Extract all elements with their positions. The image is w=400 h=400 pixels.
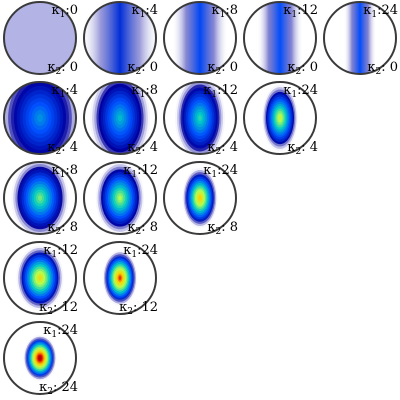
kappa1-label: κ1:8 — [211, 3, 238, 20]
panel-outline — [243, 81, 317, 155]
panel-outline — [3, 1, 77, 75]
kappa2-label: κ2: 8 — [127, 220, 158, 237]
density-fill — [182, 167, 218, 229]
density-fill — [324, 2, 396, 74]
density-panel: κ1:0 κ2: 0 — [3, 1, 78, 77]
kappa2-label: κ2: 8 — [47, 220, 78, 237]
panel-outline — [83, 161, 157, 235]
kappa2-label: κ2: 4 — [287, 140, 318, 157]
kappa2-label: κ2: 0 — [287, 60, 318, 77]
density-fill — [4, 2, 76, 74]
density-fill — [262, 84, 298, 152]
kappa2-label: κ2: 12 — [39, 300, 78, 317]
kappa2-label: κ2: 12 — [119, 300, 158, 317]
density-panel: κ1:8 κ2: 4 — [83, 81, 158, 157]
density-panel: κ1:24 κ2: 0 — [323, 1, 398, 77]
density-panel: κ1:12 κ2: 4 — [163, 81, 238, 157]
density-fill — [90, 82, 150, 154]
kappa2-label: κ2: 4 — [207, 140, 238, 157]
panel-outline — [83, 81, 157, 155]
density-fill — [102, 250, 138, 306]
panel-outline — [243, 1, 317, 75]
kappa1-label: κ1:8 — [51, 163, 78, 180]
density-fill — [95, 162, 145, 234]
kappa2-label: κ2: 0 — [127, 60, 158, 77]
kappa1-label: κ1:24 — [123, 243, 158, 260]
panel-outline — [323, 1, 397, 75]
density-panel: κ1:24 κ2: 8 — [163, 161, 238, 237]
kappa1-label: κ1:4 — [131, 3, 158, 20]
panel-outline — [83, 1, 157, 75]
panel-outline — [3, 321, 77, 395]
panel-outline — [163, 81, 237, 155]
panel-outline — [3, 241, 77, 315]
density-fill — [11, 162, 69, 234]
density-panel: κ1:4 κ2: 4 — [3, 81, 78, 157]
kappa2-label: κ2: 4 — [47, 140, 78, 157]
density-panel: κ1:12 κ2: 12 — [3, 241, 78, 317]
kappa1-label: κ1:24 — [363, 3, 398, 20]
density-panel: κ1:8 κ2: 0 — [163, 1, 238, 77]
kappa2-label: κ2: 0 — [47, 60, 78, 77]
kappa2-label: κ2: 24 — [39, 380, 78, 397]
kappa1-label: κ1:8 — [131, 83, 158, 100]
panel-outline — [163, 161, 237, 235]
density-panel: κ1:24 κ2: 4 — [243, 81, 318, 157]
density-fill — [16, 245, 64, 311]
kappa2-label: κ2: 0 — [207, 60, 238, 77]
panel-outline — [163, 1, 237, 75]
panel-outline — [3, 81, 77, 155]
kappa2-label: κ2: 0 — [367, 60, 398, 77]
density-fill — [244, 2, 316, 74]
kappa2-label: κ2: 4 — [127, 140, 158, 157]
panel-outline — [83, 241, 157, 315]
kappa2-label: κ2: 8 — [207, 220, 238, 237]
density-fill — [84, 2, 156, 74]
density-panel: κ1:24 κ2: 24 — [3, 321, 78, 397]
density-panel: κ1:12 κ2: 0 — [243, 1, 318, 77]
density-panel: κ1:4 κ2: 0 — [83, 1, 158, 77]
panel-outline — [3, 161, 77, 235]
density-fill — [175, 82, 225, 154]
kappa1-label: κ1:12 — [203, 83, 238, 100]
kappa1-label: κ1:24 — [203, 163, 238, 180]
density-fill — [4, 82, 76, 154]
kappa1-label: κ1:12 — [123, 163, 158, 180]
kappa1-label: κ1:12 — [283, 3, 318, 20]
density-panel: κ1:12 κ2: 8 — [83, 161, 158, 237]
kappa1-label: κ1:0 — [51, 3, 78, 20]
kappa1-label: κ1:24 — [43, 323, 78, 340]
density-fill — [164, 2, 236, 74]
density-panel: κ1:24 κ2: 12 — [83, 241, 158, 317]
kappa1-label: κ1:4 — [51, 83, 78, 100]
kappa1-label: κ1:24 — [283, 83, 318, 100]
density-panel: κ1:8 κ2: 8 — [3, 161, 78, 237]
density-fill — [23, 335, 57, 381]
kappa1-label: κ1:12 — [43, 243, 78, 260]
